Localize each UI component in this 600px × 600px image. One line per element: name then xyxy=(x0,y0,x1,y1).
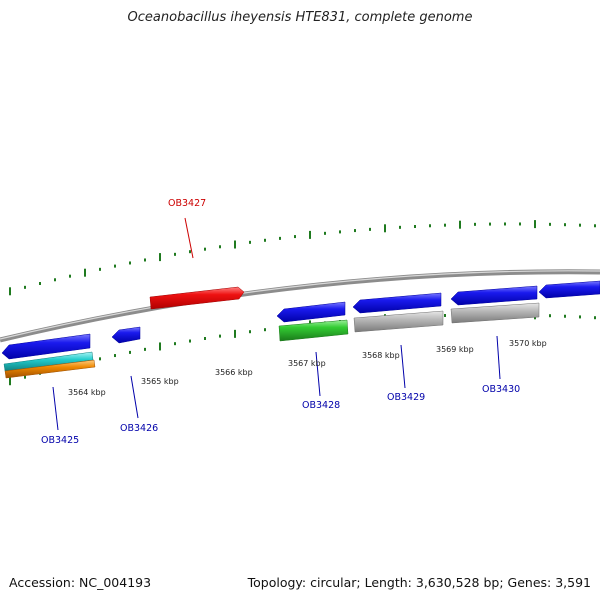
ob3427-leader xyxy=(184,217,194,259)
map-title: Oceanobacillus iheyensis HTE831, complet… xyxy=(127,10,473,25)
kbp-label-3565: 3565 kbp xyxy=(141,377,179,386)
ob3428-leader xyxy=(315,351,321,397)
accession-label: Accession: NC_004193 xyxy=(9,575,152,590)
gene-label-ob3425[interactable]: OB3425 xyxy=(41,435,79,446)
genome-summary-label: Topology: circular; Length: 3,630,528 bp… xyxy=(247,575,591,590)
gene-label-ob3429[interactable]: OB3429 xyxy=(387,392,425,403)
upper-tick-track xyxy=(9,220,596,296)
kbp-label-3570: 3570 kbp xyxy=(509,339,547,348)
gene-ob3427-arrow[interactable] xyxy=(149,286,245,310)
ob3426-leader xyxy=(130,375,139,419)
gene-ob3429-grey-feature[interactable] xyxy=(353,310,444,333)
kbp-label-3568: 3568 kbp xyxy=(362,351,400,360)
gene-ob3425-arrow[interactable] xyxy=(1,333,91,360)
ob3429-leader xyxy=(400,344,406,389)
kbp-label-3566: 3566 kbp xyxy=(215,368,253,377)
kbp-label-3564: 3564 kbp xyxy=(68,388,106,397)
gene-label-ob3428[interactable]: OB3428 xyxy=(302,400,340,411)
gene-ob3426-arrow[interactable] xyxy=(111,326,141,344)
ob3430-leader xyxy=(496,335,501,380)
gene-next-arrow[interactable] xyxy=(538,280,600,299)
gene-ob3430-arrow[interactable] xyxy=(450,285,538,306)
kbp-label-3567: 3567 kbp xyxy=(288,359,326,368)
genome-backbone-highlight xyxy=(0,270,600,340)
ob3425-leader xyxy=(52,386,59,431)
gene-ob3428-arrow[interactable] xyxy=(276,301,346,323)
gene-ob3425-orange-feature[interactable] xyxy=(4,359,96,379)
gene-ob3429-arrow[interactable] xyxy=(352,292,442,314)
lower-tick-track xyxy=(9,311,596,386)
gene-ob3428-green-feature[interactable] xyxy=(278,319,349,342)
gene-label-ob3426[interactable]: OB3426 xyxy=(120,423,158,434)
gene-label-ob3427[interactable]: OB3427 xyxy=(168,198,206,209)
gene-ob3430-grey-feature[interactable] xyxy=(450,302,540,324)
kbp-label-3569: 3569 kbp xyxy=(436,345,474,354)
gene-label-ob3430[interactable]: OB3430 xyxy=(482,384,520,395)
genome-backbone xyxy=(0,269,600,343)
